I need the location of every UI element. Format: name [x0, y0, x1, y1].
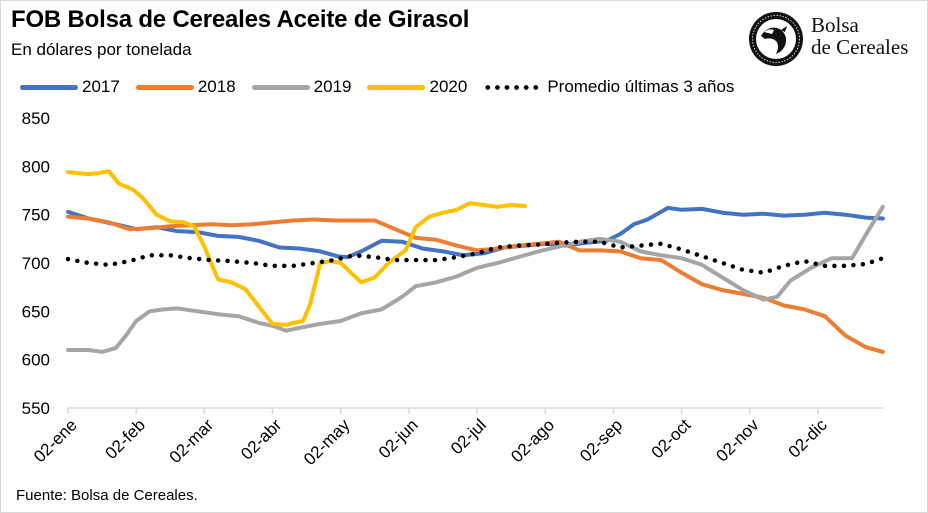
- y-axis: 550 600 650 700 750 800 850: [22, 109, 50, 418]
- x-tick-label: 02-may: [300, 415, 354, 469]
- x-tick-label: 02-jul: [447, 415, 490, 458]
- legend-item-2017: 2017: [20, 77, 120, 97]
- logo-line-1: Bolsa: [811, 13, 859, 37]
- legend: 2017 2018 2019 2020 Promedio últimas 3 a…: [20, 74, 750, 100]
- x-tick-label: 02-dic: [785, 415, 832, 462]
- legend-label-2018: 2018: [197, 77, 236, 96]
- chart-title: FOB Bolsa de Cereales Aceite de Girasol: [11, 6, 470, 33]
- y-tick-label: 700: [22, 254, 50, 273]
- source-note: Fuente: Bolsa de Cereales.: [16, 487, 198, 504]
- legend-item-2020: 2020: [367, 77, 467, 97]
- x-tick-label: 02-jun: [375, 415, 422, 462]
- legend-swatch-2020: [367, 84, 426, 90]
- x-tick-label: 02-nov: [712, 415, 763, 466]
- legend-label-2017: 2017: [82, 77, 120, 96]
- legend-label-2019: 2019: [313, 77, 352, 96]
- y-tick-label: 650: [22, 302, 50, 321]
- series-line-2020: [66, 169, 527, 327]
- y-tick-label: 550: [22, 399, 50, 418]
- series-line-2018: [66, 214, 885, 354]
- series-line-2017: [66, 205, 885, 260]
- x-tick-label: 02-mar: [166, 415, 218, 467]
- legend-item-promedio: Promedio últimas 3 años: [483, 77, 734, 97]
- logo: Bolsa de Cereales: [747, 10, 919, 66]
- chart-subtitle: En dólares por tonelada: [11, 40, 192, 59]
- logo-line-2: de Cereales: [811, 35, 909, 59]
- y-tick-label: 750: [22, 206, 50, 225]
- series-group: [65, 169, 886, 354]
- y-tick-label: 850: [22, 109, 50, 128]
- legend-swatch-2019: [251, 84, 310, 90]
- legend-swatch-2017: [20, 84, 78, 90]
- series-line-2019: [66, 204, 885, 354]
- legend-swatch-2018: [135, 84, 194, 90]
- x-tick-label: 02-ago: [507, 415, 558, 466]
- x-tick-label: 02-sep: [576, 415, 626, 465]
- bolsa-de-cereales-seal-icon: [749, 12, 803, 66]
- series-line-promedio-ltimas-3-a-os: [65, 239, 886, 276]
- x-tick-label: 02-ene: [30, 415, 81, 466]
- legend-label-2020: 2020: [429, 77, 468, 96]
- legend-label-promedio: Promedio últimas 3 años: [547, 77, 735, 96]
- logo-text: Bolsa de Cereales: [811, 14, 908, 58]
- legend-item-2019: 2019: [251, 77, 352, 97]
- legend-swatch-promedio: [483, 84, 542, 90]
- x-axis: 02-ene 02-feb 02-mar 02-abr 02-may 02-jun 02-j…: [30, 407, 883, 469]
- x-tick-label: 02-feb: [101, 415, 149, 463]
- x-tick-label: 02-oct: [648, 415, 695, 462]
- legend-item-2018: 2018: [135, 77, 236, 97]
- y-tick-label: 600: [22, 351, 50, 370]
- x-tick-label: 02-abr: [237, 415, 285, 463]
- y-tick-label: 800: [22, 157, 50, 176]
